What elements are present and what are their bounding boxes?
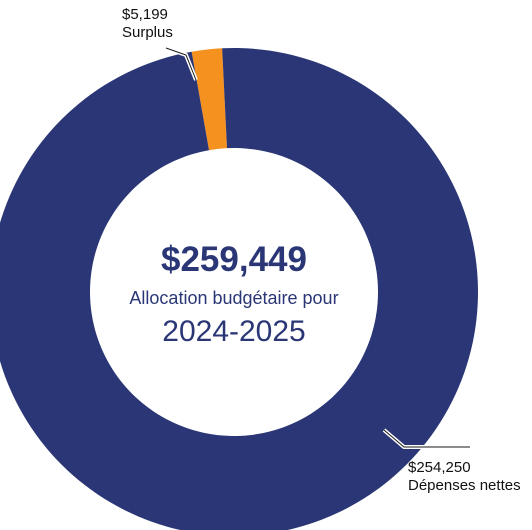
label-depenses-name: Dépenses nettes — [408, 477, 521, 494]
donut-slices — [0, 48, 478, 530]
slice-surplus — [191, 48, 228, 151]
leader-surplus — [165, 47, 197, 81]
label-depenses: $254,250 Dépenses nettes — [408, 459, 521, 495]
leader-depenses — [383, 429, 470, 448]
center-year: 2024-2025 — [162, 315, 306, 348]
label-surplus-value: $5,199 — [122, 6, 168, 23]
center-caption: Allocation budgétaire pour — [129, 288, 339, 308]
label-depenses-value: $254,250 — [408, 459, 471, 476]
center-total: $259,449 — [161, 240, 307, 279]
slice-depenses-nettes — [0, 48, 478, 530]
leader-lines — [165, 46, 470, 449]
label-surplus: $5,199 Surplus — [122, 6, 173, 42]
label-surplus-name: Surplus — [122, 24, 173, 41]
